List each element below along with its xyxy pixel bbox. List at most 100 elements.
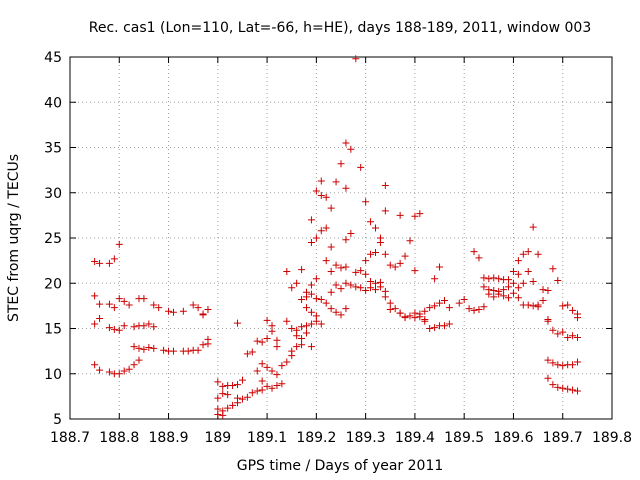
data-point [549,326,557,334]
data-point [322,193,330,201]
data-point [426,325,434,332]
x-tick-label: 189.3 [346,430,386,446]
data-point [140,295,148,303]
data-point [96,300,104,308]
data-point [569,386,577,394]
data-point [130,361,138,369]
data-point [248,348,256,356]
data-point [273,336,281,344]
data-point [219,411,227,419]
data-point [529,277,537,285]
data-point [411,309,419,317]
data-point [273,371,281,379]
data-point [347,229,355,237]
data-point [519,250,527,258]
data-point [352,55,360,63]
data-point [155,304,163,312]
data-point [115,370,123,378]
data-point [283,358,291,366]
data-point [342,139,350,147]
data-point [357,163,365,171]
data-point [298,266,306,274]
data-point [288,347,296,355]
data-point [480,283,488,291]
data-point [406,312,414,320]
data-point [347,281,355,289]
data-point [534,250,542,258]
data-point [199,341,207,349]
y-tick-label: 10 [44,367,62,383]
data-point [509,289,517,297]
data-point [445,320,453,328]
data-point [509,279,517,287]
data-point [91,361,99,369]
data-point [91,320,99,328]
data-point [303,304,311,312]
y-tick-label: 20 [44,276,62,292]
data-point [234,399,242,407]
data-point [298,296,306,304]
data-point [105,259,113,267]
data-point [362,198,370,206]
data-point [307,308,315,316]
data-point [115,240,123,248]
data-point [327,288,335,296]
data-point [298,341,306,349]
data-point [243,350,251,358]
data-point [386,261,394,269]
y-tick-label: 5 [53,412,62,428]
data-point [371,224,379,232]
data-point [91,258,99,266]
data-point [312,234,320,242]
data-point [125,301,133,309]
data-point [263,382,271,390]
data-point [559,362,567,370]
data-point [120,297,128,305]
x-tick-label: 188.9 [148,430,188,446]
data-point [362,257,370,265]
data-point [367,284,375,292]
data-point [243,393,251,401]
data-point [317,227,325,235]
data-point [416,313,424,321]
data-point [120,322,128,330]
data-point [130,323,138,331]
data-point [342,279,350,287]
data-point [490,286,498,294]
data-point [391,263,399,271]
data-point [431,324,439,332]
data-point [179,307,187,315]
data-point [288,284,296,292]
data-point [564,385,572,393]
data-point [263,363,271,371]
data-point [307,320,315,328]
data-point [357,267,365,275]
data-point [475,254,483,262]
data-point [268,367,276,375]
data-point [352,268,360,276]
data-point [514,284,522,292]
y-tick-label: 40 [44,95,62,111]
x-tick-label: 189.6 [493,430,533,446]
data-point [307,216,315,224]
data-point [234,319,242,327]
data-point [322,257,330,265]
data-point [440,322,448,330]
data-point [229,401,237,409]
data-point [219,390,227,398]
data-point [376,278,384,286]
data-point [238,395,246,403]
data-point [317,177,325,185]
data-point [332,308,340,316]
data-point [495,275,503,283]
data-point [544,317,552,325]
data-point [514,257,522,265]
data-point [574,358,582,366]
data-point [268,327,276,335]
data-point [431,302,439,310]
data-point [406,237,414,245]
data-point [110,325,118,333]
data-point [539,296,547,304]
data-point [445,304,453,312]
data-point [307,281,315,289]
